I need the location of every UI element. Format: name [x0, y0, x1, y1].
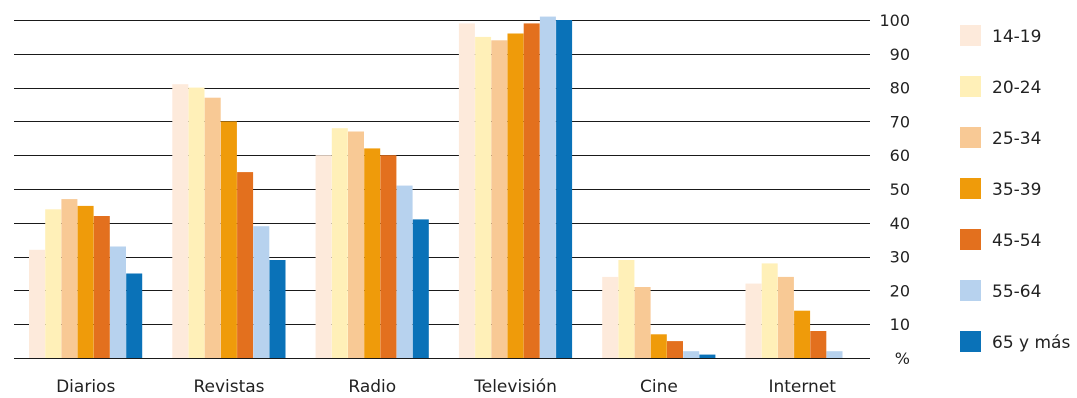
bar-revistas-65-y-más: [269, 260, 286, 358]
bar-revistas-25-34: [204, 97, 221, 358]
bar-internet-25-34: [777, 276, 794, 358]
legend-label: 55-64: [992, 282, 1041, 302]
bar-televisión-25-34: [491, 40, 508, 359]
legend-swatch: [960, 76, 981, 97]
x-axis-category-labels: Diarios Revistas Radio Televisión Cine Intern…: [56, 377, 836, 397]
legend-label: 35-39: [992, 180, 1041, 200]
bar-revistas-45-54: [237, 172, 254, 358]
category-label: Diarios: [56, 377, 115, 397]
bar-diarios-35-39: [77, 205, 94, 358]
bar-televisión-14-19: [458, 23, 475, 359]
bar-revistas-55-64: [253, 226, 270, 358]
legend-swatch: [960, 127, 981, 148]
legend-label: 14-19: [992, 27, 1041, 47]
bar-internet-45-54: [810, 331, 827, 358]
legend-swatch: [960, 25, 981, 46]
bar-revistas-35-39: [220, 121, 237, 359]
bar-diarios-55-64: [110, 246, 126, 358]
bar-diarios-25-34: [61, 199, 78, 358]
bar-radio-20-24: [331, 128, 348, 358]
legend-label: 45-54: [992, 231, 1041, 251]
y-tick-label: 100: [879, 11, 910, 30]
legend-label: 25-34: [992, 129, 1041, 149]
y-tick-label: 70: [890, 112, 910, 131]
bar-diarios-65-y-más: [126, 273, 143, 358]
bar-diarios-45-54: [93, 216, 110, 358]
y-tick-label: 60: [890, 146, 910, 165]
category-label: Cine: [640, 377, 678, 397]
bar-internet-55-64: [826, 351, 843, 358]
bar-televisión-45-54: [523, 23, 540, 359]
bar-radio-55-64: [396, 185, 413, 358]
bar-radio-65-y-más: [412, 219, 429, 358]
bar-televisión-20-24: [475, 36, 492, 359]
bar-radio-14-19: [315, 155, 332, 358]
gridlines: [14, 20, 870, 359]
legend-swatch: [960, 178, 981, 199]
y-tick-label: 30: [890, 248, 910, 267]
bar-internet-20-24: [761, 263, 778, 358]
bar-televisión-55-64: [539, 16, 556, 358]
category-label: Televisión: [473, 377, 557, 397]
category-label: Internet: [768, 377, 836, 397]
bar-televisión-65-y-más: [556, 20, 573, 358]
legend-swatch: [960, 280, 981, 301]
y-tick-label: 20: [890, 281, 910, 300]
bar-cine-35-39: [650, 334, 667, 358]
bar-diarios-20-24: [45, 209, 62, 358]
category-label: Revistas: [193, 377, 264, 397]
y-tick-label: 90: [890, 45, 910, 64]
category-label: Radio: [348, 377, 396, 397]
bar-cine-45-54: [667, 341, 683, 358]
bar-radio-45-54: [380, 155, 397, 358]
bar-cine-65-y-más: [699, 354, 716, 358]
bar-revistas-20-24: [188, 87, 205, 358]
y-tick-label: 40: [890, 214, 910, 233]
bar-cine-25-34: [634, 287, 651, 358]
legend: 14-19 20-24 25-34 35-39 45-54 55-64 65 y más: [960, 25, 1070, 353]
y-tick-label: 10: [890, 315, 910, 334]
legend-swatch: [960, 331, 981, 352]
bar-televisión-35-39: [507, 33, 524, 358]
bar-cine-14-19: [602, 276, 619, 358]
legend-swatch: [960, 229, 981, 250]
bar-internet-14-19: [745, 283, 762, 358]
bar-radio-35-39: [364, 148, 381, 358]
bar-internet-35-39: [794, 310, 811, 358]
bar-diarios-14-19: [29, 249, 45, 358]
bar-revistas-14-19: [172, 84, 189, 358]
y-axis-tick-labels: % 10 20 30 40 50 60 70 80 90 100: [879, 11, 910, 368]
y-tick-label: 50: [890, 180, 910, 199]
y-tick-label: 80: [890, 79, 910, 98]
bar-cine-55-64: [683, 351, 700, 358]
bars: [29, 16, 843, 359]
y-tick-label: %: [895, 349, 910, 368]
legend-label: 20-24: [992, 78, 1041, 98]
legend-label: 65 y más: [992, 333, 1070, 353]
bar-cine-20-24: [618, 260, 635, 358]
bar-radio-25-34: [348, 131, 364, 358]
